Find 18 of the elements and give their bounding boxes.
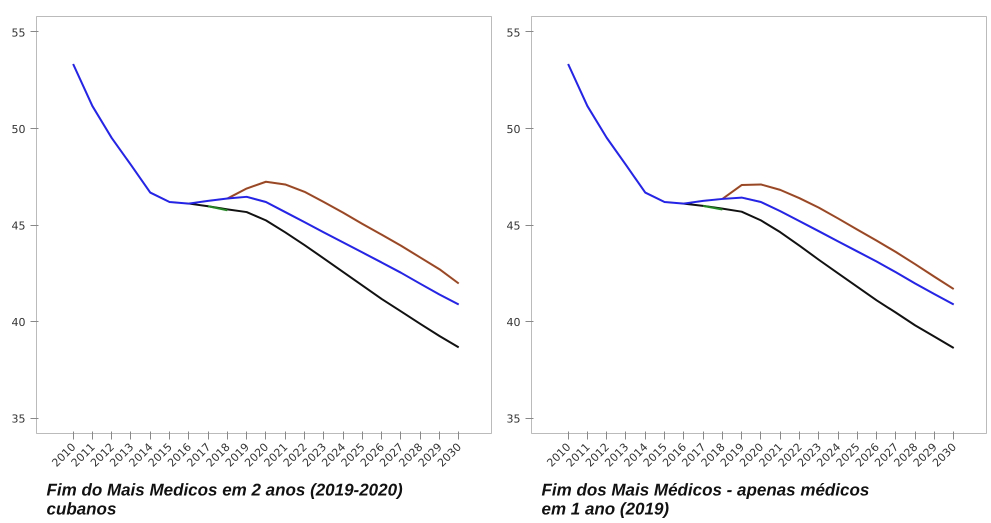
y-tick-label: 50 [12, 122, 26, 136]
y-tick-label: 40 [506, 316, 521, 330]
y-tick-label: 55 [506, 26, 521, 40]
y-tick-label: 50 [506, 122, 521, 136]
line-series [226, 180, 460, 284]
text: Fim dos Mais Médicos - apenas médicos em 1 ano (2019) [542, 480, 870, 518]
y-tick-label: 45 [506, 220, 521, 232]
y-tick-label: 35 [12, 412, 26, 426]
line-series [567, 62, 955, 306]
y-tick-label: 40 [12, 316, 26, 330]
y-tick-label: 35 [506, 412, 521, 426]
line-series [72, 62, 460, 306]
line-series [721, 183, 955, 290]
y-tick-label: 45 [12, 220, 26, 232]
line-series [682, 202, 955, 349]
y-tick-label: 55 [12, 26, 26, 40]
text: Fim do Mais Medicos em 2 anos (2019-2020) cubanos [46, 480, 404, 518]
line-series [188, 202, 460, 348]
